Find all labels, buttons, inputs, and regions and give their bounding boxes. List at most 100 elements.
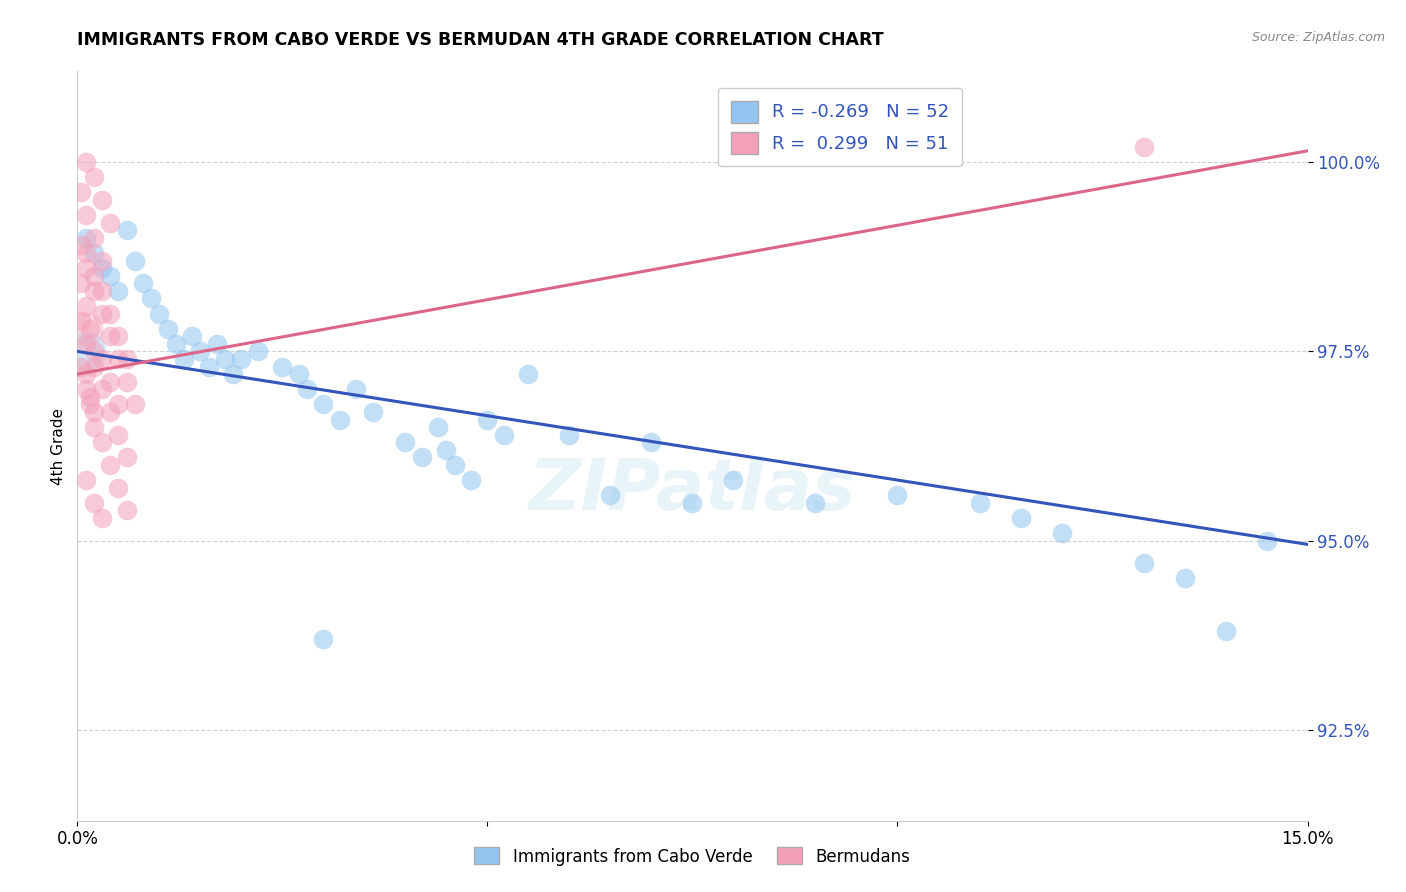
Point xyxy=(90,261,114,276)
Point xyxy=(98,268,121,283)
Point xyxy=(723,473,745,487)
Point xyxy=(70,359,93,374)
Point xyxy=(75,321,97,335)
Point xyxy=(83,284,105,298)
Point xyxy=(75,344,97,359)
Point xyxy=(148,307,170,321)
Point xyxy=(70,314,93,328)
Point xyxy=(288,367,311,381)
Point xyxy=(107,481,129,495)
Point xyxy=(83,359,105,374)
Point xyxy=(344,382,367,396)
Point xyxy=(107,397,129,411)
Point xyxy=(90,435,114,450)
Point xyxy=(79,397,101,411)
Point xyxy=(1256,533,1278,548)
Point xyxy=(640,435,662,450)
Point xyxy=(107,329,129,343)
Point xyxy=(75,367,97,381)
Point xyxy=(181,329,204,343)
Point xyxy=(79,390,101,404)
Point xyxy=(141,292,163,306)
Point xyxy=(886,488,908,502)
Point xyxy=(75,299,97,313)
Point xyxy=(83,170,105,185)
Point xyxy=(75,231,97,245)
Point xyxy=(90,382,114,396)
Point xyxy=(90,253,114,268)
Point xyxy=(411,450,433,465)
Point xyxy=(75,246,97,260)
Point xyxy=(188,344,212,359)
Text: IMMIGRANTS FROM CABO VERDE VS BERMUDAN 4TH GRADE CORRELATION CHART: IMMIGRANTS FROM CABO VERDE VS BERMUDAN 4… xyxy=(77,31,884,49)
Point xyxy=(477,412,499,426)
Point xyxy=(1215,624,1237,639)
Point xyxy=(312,397,335,411)
Point xyxy=(83,344,105,359)
Point xyxy=(83,420,105,434)
Point xyxy=(79,321,101,335)
Point xyxy=(124,253,146,268)
Point xyxy=(75,336,97,351)
Point xyxy=(173,351,195,366)
Point xyxy=(98,375,121,389)
Point xyxy=(90,511,114,525)
Point xyxy=(115,503,138,517)
Point xyxy=(197,359,219,374)
Point xyxy=(83,246,105,260)
Point xyxy=(83,231,105,245)
Point xyxy=(1132,140,1154,154)
Point xyxy=(90,307,114,321)
Point xyxy=(75,155,97,169)
Point xyxy=(107,284,129,298)
Point xyxy=(115,450,138,465)
Point xyxy=(124,397,146,411)
Point xyxy=(132,277,155,291)
Point xyxy=(90,284,114,298)
Point xyxy=(312,632,335,646)
Point xyxy=(98,458,121,472)
Point xyxy=(1050,526,1073,541)
Point xyxy=(83,268,105,283)
Point xyxy=(70,186,93,200)
Point xyxy=(98,405,121,419)
Point xyxy=(70,277,93,291)
Point xyxy=(107,427,129,442)
Point xyxy=(214,351,236,366)
Point xyxy=(599,488,621,502)
Point xyxy=(107,351,129,366)
Point xyxy=(329,412,352,426)
Point xyxy=(1132,557,1154,571)
Point xyxy=(165,336,187,351)
Point xyxy=(115,375,138,389)
Point xyxy=(75,473,97,487)
Point xyxy=(436,442,458,457)
Point xyxy=(156,321,179,335)
Point xyxy=(271,359,294,374)
Point xyxy=(682,496,704,510)
Point xyxy=(83,496,105,510)
Point xyxy=(804,496,827,510)
Point xyxy=(205,336,228,351)
Point xyxy=(222,367,245,381)
Point xyxy=(75,208,97,222)
Point xyxy=(517,367,540,381)
Point xyxy=(75,382,97,396)
Point xyxy=(1010,511,1032,525)
Text: Source: ZipAtlas.com: Source: ZipAtlas.com xyxy=(1251,31,1385,45)
Point xyxy=(969,496,991,510)
Point xyxy=(98,307,121,321)
Point xyxy=(231,351,253,366)
Point xyxy=(90,351,114,366)
Point xyxy=(83,405,105,419)
Point xyxy=(443,458,465,472)
Point xyxy=(427,420,450,434)
Point xyxy=(90,193,114,207)
Point xyxy=(460,473,482,487)
Point xyxy=(558,427,581,442)
Point xyxy=(394,435,416,450)
Point xyxy=(98,329,121,343)
Point xyxy=(246,344,269,359)
Point xyxy=(361,405,384,419)
Point xyxy=(75,261,97,276)
